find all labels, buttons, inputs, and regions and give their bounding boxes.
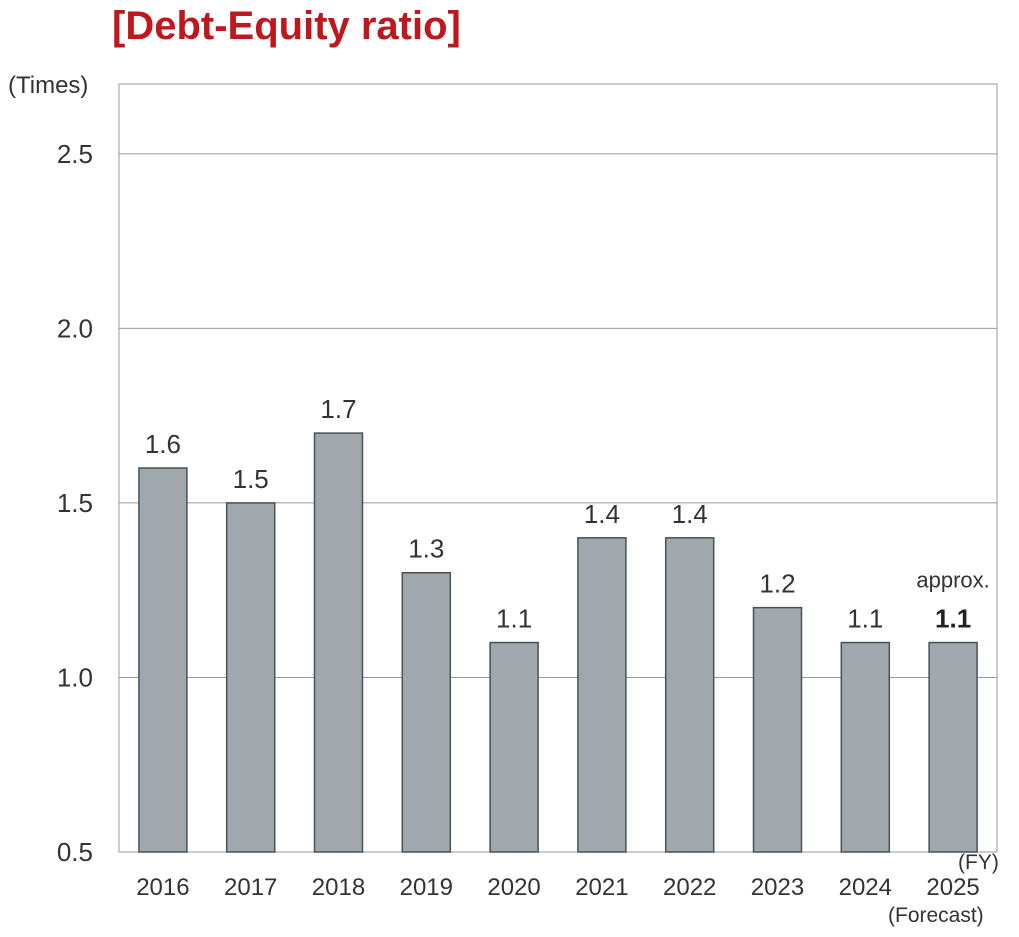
data-label: 1.4 (672, 499, 708, 529)
edge-mark: ) (0, 846, 1, 869)
x-tick-label: 2021 (575, 874, 628, 901)
x-tick-label: 2023 (751, 874, 804, 901)
data-labels: 1.6 1.5 1.7 1.3 1.1 1.4 1.4 1.2 1.1 1.1 approx. (145, 394, 990, 633)
forecast-note: (Forecast) (888, 904, 984, 927)
edge-mark: ) (0, 892, 1, 915)
data-label: 1.7 (320, 394, 356, 424)
data-label: 1.6 (145, 429, 181, 459)
x-tick-labels: 2016 2017 2018 2019 2020 2021 2022 2023 2024 2025 (136, 874, 980, 901)
bar-2023 (752, 606, 803, 853)
x-tick-label: 2020 (487, 874, 540, 901)
bar-2025 (928, 641, 978, 853)
x-tick-label: 2016 (136, 874, 189, 901)
x-tick-label: 2019 (400, 874, 453, 901)
data-label: 1.1 (847, 604, 883, 634)
x-axis-unit-label: (FY) (958, 851, 999, 874)
bar-2017 (225, 502, 276, 853)
x-tick-label: 2024 (839, 874, 892, 901)
data-label: 1.4 (584, 499, 620, 529)
y-tick-labels: 0.5 1.0 1.5 2.0 2.5 (57, 139, 93, 867)
chart-title: [Debt-Equity ratio] (112, 4, 461, 48)
y-tick-label: 1.0 (57, 662, 93, 692)
bar-2019 (401, 571, 452, 853)
bar-2022 (664, 537, 715, 853)
x-tick-label: 2018 (312, 874, 365, 901)
data-label: 1.5 (233, 464, 269, 494)
y-tick-label: 1.5 (57, 488, 93, 518)
y-tick-label: 2.0 (57, 313, 93, 343)
bar-2021 (577, 537, 627, 853)
plot-area-frame (118, 83, 998, 853)
bar-2020 (489, 641, 539, 853)
data-label: 1.1 (496, 604, 532, 634)
y-axis-unit-label: (Times) (8, 72, 89, 99)
bars (138, 432, 978, 853)
y-tick-label: 2.5 (57, 139, 93, 169)
bar-2016 (138, 467, 188, 853)
bar-2024 (840, 641, 891, 853)
y-tick-label: 0.5 (57, 837, 93, 867)
x-tick-label: 2017 (224, 874, 277, 901)
x-tick-label: 2025 (926, 874, 979, 901)
data-label: 1.2 (759, 569, 795, 599)
x-tick-label: 2022 (663, 874, 716, 901)
bar-2018 (313, 432, 364, 853)
data-label: 1.1 (935, 604, 971, 634)
approx-label: approx. (916, 568, 989, 593)
data-label: 1.3 (408, 534, 444, 564)
